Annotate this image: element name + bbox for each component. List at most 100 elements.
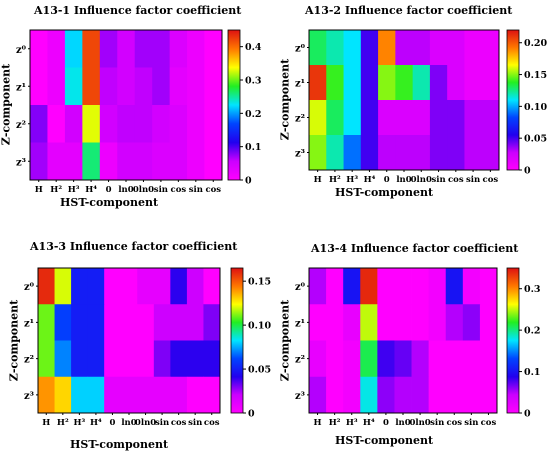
heatmap-cell-r3-c9 bbox=[186, 376, 204, 414]
colorbar-tick-label: 0.3 bbox=[524, 284, 541, 295]
x-tick-label: sin bbox=[188, 418, 202, 428]
x-tick-label: sin bbox=[154, 185, 168, 195]
heatmap-cell-r1-c7 bbox=[428, 304, 447, 341]
heatmap-cell-r2-c8 bbox=[447, 100, 465, 136]
x-tick-label: sin bbox=[464, 418, 478, 428]
heatmap-cell-r1-c6 bbox=[134, 67, 153, 106]
heatmap-cell-r1-c7 bbox=[152, 67, 171, 106]
heatmap-panel-1: z⁰ z¹ z² z³ H H² H³ H⁴ 0 ln0 0ln0 sin cos sin cos 0 0.1 0… bbox=[0, 0, 275, 222]
heatmap-cell-r0-c9 bbox=[187, 30, 205, 68]
heatmap-cell-r2-c10 bbox=[204, 105, 223, 143]
heatmap-cell-r3-c5 bbox=[117, 142, 136, 181]
heatmap-cell-r2-c9 bbox=[186, 340, 204, 378]
y-axis-label: Z-component bbox=[7, 299, 21, 381]
y-tick-label: z³ bbox=[24, 391, 34, 402]
chart-title: A13-3 Influence factor coefficient bbox=[30, 240, 238, 253]
heatmap-cell-r2-c1 bbox=[326, 340, 344, 378]
heatmap-cell-r0-c2 bbox=[343, 30, 362, 66]
heatmap-cell-r0-c2 bbox=[64, 30, 83, 68]
y-tick-label: z² bbox=[295, 355, 305, 366]
x-tick-label: H² bbox=[57, 418, 69, 428]
heatmap-cell-r2-c2 bbox=[64, 105, 83, 143]
x-tick-label: 0 bbox=[106, 185, 112, 195]
heatmap-cell-r1-c4 bbox=[377, 304, 395, 341]
heatmap-cell-r2-c8 bbox=[169, 105, 188, 143]
x-tick-label: cos bbox=[481, 418, 497, 428]
heatmap-cell-r2-c2 bbox=[71, 340, 89, 378]
heatmap-cell-r2-c7 bbox=[429, 100, 448, 136]
heatmap-cell-r2-c9 bbox=[462, 340, 481, 378]
colorbar bbox=[506, 267, 520, 414]
x-tick-label: cos bbox=[446, 418, 462, 428]
x-tick-label: cos bbox=[205, 185, 221, 195]
x-tick-label: H³ bbox=[73, 418, 85, 428]
heatmap-cell-r1-c10 bbox=[481, 65, 500, 101]
heatmap-cell-r2-c10 bbox=[481, 100, 500, 136]
x-tick-label: cos bbox=[171, 418, 187, 428]
heatmap-cell-r0-c6 bbox=[412, 30, 431, 66]
chart-title: A13-2 Influence factor coefficient bbox=[305, 4, 513, 17]
heatmap-cell-r3-c8 bbox=[169, 142, 188, 181]
heatmap-cell-r1-c2 bbox=[71, 304, 89, 341]
x-axis-label: HST-component bbox=[70, 438, 169, 451]
heatmap-panel-3: z⁰ z¹ z² z³ H H² H³ H⁴ 0 ln0 0ln0 sin cos sin cos 0 0.05… bbox=[0, 238, 275, 460]
heatmap-cell-r0-c7 bbox=[429, 30, 448, 66]
heatmap-cell-r3-c5 bbox=[394, 376, 412, 414]
x-tick-label: 0 bbox=[383, 418, 389, 428]
heatmap-cell-r1-c9 bbox=[464, 65, 483, 101]
y-tick-label: z³ bbox=[16, 157, 26, 168]
heatmap-cell-r1-c3 bbox=[360, 304, 378, 341]
heatmap-cell-r2-c7 bbox=[428, 340, 447, 378]
x-tick-label: sin bbox=[430, 418, 444, 428]
heatmap-cell-r1-c7 bbox=[153, 304, 171, 341]
heatmap-cell-r1-c2 bbox=[343, 304, 361, 341]
heatmap-cell-r2-c0 bbox=[309, 100, 327, 136]
x-tick-label: 0ln0 bbox=[411, 175, 432, 185]
colorbar bbox=[506, 29, 520, 171]
x-tick-label: cos bbox=[448, 175, 464, 185]
heatmap-cell-r2-c9 bbox=[187, 105, 205, 143]
colorbar-tick-label: 0 bbox=[524, 166, 531, 177]
heatmap-cell-r0-c9 bbox=[462, 268, 481, 305]
heatmap-cell-r2-c4 bbox=[377, 340, 395, 378]
heatmap-cell-r3-c0 bbox=[30, 142, 48, 181]
x-tick-label: ln0 bbox=[118, 185, 133, 195]
heatmap-cell-r3-c8 bbox=[447, 135, 465, 171]
heatmap-cell-r0-c1 bbox=[47, 30, 66, 68]
heatmap-cell-r1-c8 bbox=[169, 67, 188, 106]
heatmap-cell-r0-c4 bbox=[378, 30, 396, 66]
x-tick-label: ln0 bbox=[121, 418, 136, 428]
x-tick-label: H bbox=[314, 175, 322, 185]
heatmap-cell-r3-c3 bbox=[87, 376, 105, 414]
heatmap-cell-r0-c5 bbox=[395, 30, 414, 66]
heatmap-panel-4: z⁰ z¹ z² z³ H H² H³ H⁴ 0 ln0 0ln0 sin cos sin cos 0 0.1 0… bbox=[275, 238, 550, 460]
heatmap-cell-r3-c4 bbox=[104, 376, 122, 414]
heatmap-panel-2: z⁰ z¹ z² z³ H H² H³ H⁴ 0 ln0 0ln0 sin cos sin cos 0 0.05… bbox=[275, 0, 550, 222]
heatmap-cell-r1-c10 bbox=[479, 304, 498, 341]
heatmap-cell-r1-c0 bbox=[38, 304, 55, 341]
y-tick-label: z² bbox=[16, 120, 26, 131]
heatmap-cell-r0-c10 bbox=[481, 30, 500, 66]
heatmap-cell-r2-c2 bbox=[343, 100, 362, 136]
x-tick-label: 0ln0 bbox=[133, 185, 154, 195]
heatmap-cell-r1-c1 bbox=[326, 304, 344, 341]
heatmap-cell-r2-c8 bbox=[170, 340, 188, 378]
heatmap-cell-r0-c4 bbox=[104, 268, 122, 305]
heatmap-cell-r0-c4 bbox=[99, 30, 118, 68]
chart-title: A13-1 Influence factor coefficient bbox=[34, 4, 242, 17]
y-tick-label: z³ bbox=[295, 149, 305, 160]
x-tick-label: H³ bbox=[68, 185, 80, 195]
colorbar bbox=[230, 267, 244, 414]
y-tick-label: z¹ bbox=[295, 79, 305, 90]
heatmap-cell-r3-c10 bbox=[204, 142, 223, 181]
x-tick-label: H³ bbox=[346, 175, 358, 185]
heatmap-cell-r3-c7 bbox=[428, 376, 447, 414]
heatmap-cell-r3-c10 bbox=[481, 135, 500, 171]
heatmap-cell-r1-c8 bbox=[445, 304, 464, 341]
heatmap-cell-r3-c0 bbox=[309, 376, 327, 414]
x-tick-label: sin bbox=[189, 185, 203, 195]
heatmap-cell-r1-c5 bbox=[117, 67, 136, 106]
heatmap-cell-r3-c3 bbox=[360, 376, 378, 414]
x-tick-label: H² bbox=[50, 185, 62, 195]
